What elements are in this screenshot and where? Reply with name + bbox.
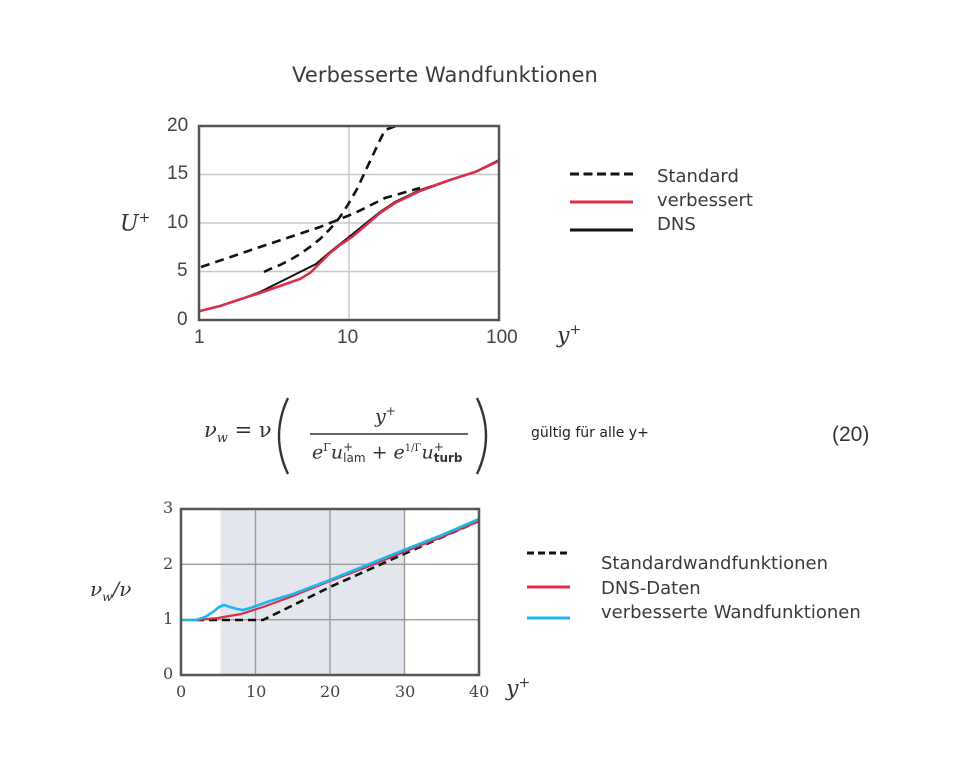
- chart1-frame: [197, 124, 501, 322]
- formula-equals-nu: = ν: [234, 418, 272, 442]
- chart2-xlabel: y+: [506, 675, 530, 701]
- chart2-xtick-10: 10: [246, 682, 267, 701]
- chart2-grid: [181, 509, 479, 675]
- chart1-xlabel: y+: [557, 322, 581, 348]
- chart2-ylabel-nu: ν: [90, 577, 103, 601]
- chart1-xtick-10: 10: [337, 327, 359, 348]
- formula-u2-sup: +: [433, 440, 444, 455]
- chart2-legend-dns: DNS-Daten: [601, 578, 701, 599]
- formula-u1-sup: +: [343, 440, 354, 455]
- formula-nu-sub: w: [216, 431, 228, 447]
- chart2-frame: [179, 507, 481, 677]
- formula-denominator: eΓu + lam + e1/Γu + turb: [312, 441, 463, 464]
- chart2-verbessert-line: [181, 517, 480, 622]
- formula-nu: ν: [204, 418, 217, 442]
- formula-u1-sub: lam: [343, 451, 366, 466]
- chart1-ytick-20: 20: [167, 115, 189, 136]
- formula-y-sup: +: [385, 404, 396, 418]
- chart2-ytick-0: 0: [163, 664, 174, 683]
- chart2-xlabel-text: y: [506, 676, 519, 702]
- chart1-xtick-100: 100: [486, 327, 518, 348]
- chart2-legend-standard: Standardwandfunktionen: [601, 553, 829, 574]
- formula-e1-sup: Γ: [323, 441, 331, 454]
- formula-y: y: [375, 405, 386, 428]
- chart1-ylabel-text: U: [120, 211, 139, 237]
- chart1-ytick-15: 15: [167, 163, 189, 184]
- chart1-legend-standard: Standard: [657, 166, 739, 187]
- chart1-standard-viscous-line: [263, 124, 397, 274]
- chart1-ytick-5: 5: [177, 260, 188, 281]
- chart2-ylabel-sub: w: [102, 590, 113, 604]
- chart1-xtick-1: 1: [194, 327, 205, 348]
- figure-title: Verbesserte Wandfunktionen: [292, 63, 598, 87]
- chart1-xlabel-text: y: [557, 323, 570, 349]
- chart1-ylabel: U+: [120, 210, 150, 236]
- chart2-ytick-2: 2: [163, 554, 174, 573]
- chart2-ylabel: νw/ν: [90, 577, 131, 604]
- chart2-dns-line: [181, 519, 480, 622]
- chart2-legend-verbessert: verbesserte Wandfunktionen: [601, 602, 861, 623]
- formula-u2: u: [421, 441, 434, 464]
- formula-e2: e: [393, 441, 405, 464]
- formula-e1: e: [312, 441, 324, 464]
- chart2-ytick-3: 3: [163, 498, 174, 517]
- equation-number: (20): [832, 423, 870, 446]
- formula-lhs: νw = ν: [204, 418, 272, 446]
- chart2-xlabel-sup: +: [518, 675, 531, 691]
- formula-e2-sup: 1/Γ: [404, 443, 422, 454]
- chart2-xtick-20: 20: [320, 682, 341, 701]
- chart2-xtick-30: 30: [395, 682, 416, 701]
- chart1-verbessert-line: [199, 159, 500, 313]
- chart2-ylabel-rest: /ν: [112, 577, 132, 601]
- chart1-legend-verbessert: verbessert: [657, 190, 753, 211]
- chart2-shaded-region: [220, 509, 404, 675]
- chart1-ytick-10: 10: [167, 212, 189, 233]
- chart2-xtick-0: 0: [176, 682, 187, 701]
- chart2-ytick-1: 1: [163, 609, 174, 628]
- formula-validity-note: gültig für alle y+: [531, 425, 649, 441]
- chart1-standard-log-line: [200, 186, 421, 269]
- chart1-grid: [199, 126, 499, 320]
- formula-numerator: y+: [375, 404, 396, 427]
- formula-u1: u: [330, 441, 344, 464]
- chart1-ylabel-sup: +: [138, 210, 151, 226]
- formula-plus: +: [371, 441, 388, 464]
- chart1-ytick-0: 0: [177, 309, 188, 330]
- chart2-xtick-40: 40: [469, 682, 490, 701]
- chart1-legend-dns: DNS: [657, 214, 696, 235]
- formula-u2-sub: turb: [433, 451, 463, 466]
- chart1-xlabel-sup: +: [569, 322, 582, 338]
